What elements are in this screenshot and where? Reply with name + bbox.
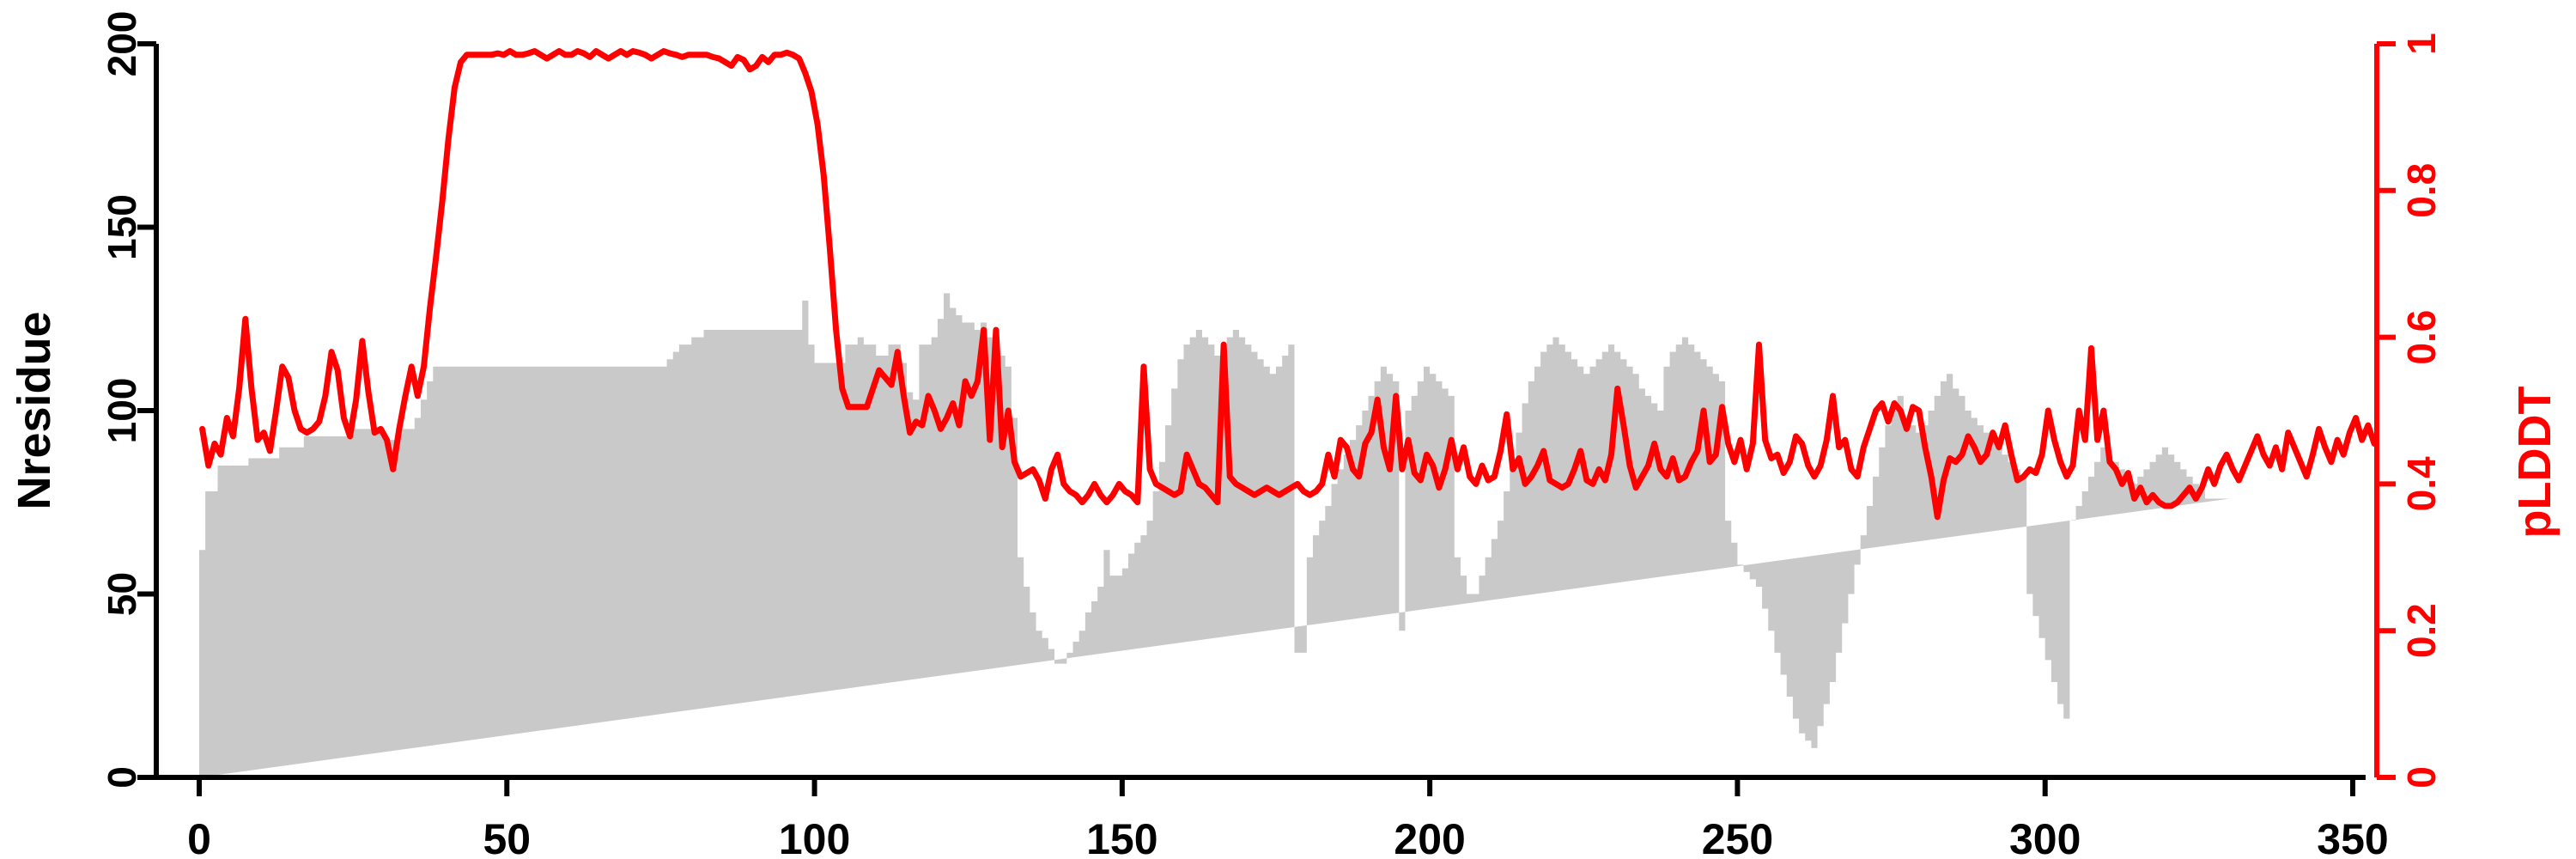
bottom-axis-tick-label: 150 [1086,815,1157,859]
right-axis-title: pLDDT [2509,387,2561,539]
right-axis-tick-label: 0.4 [2399,456,2444,511]
right-axis-tick-label: 0 [2399,766,2444,789]
bottom-axis-tick-label: 300 [2009,815,2081,859]
right-axis-tick-label: 0.6 [2399,310,2444,365]
left-axis-tick-label: 150 [100,194,144,260]
bottom-axis-tick-label: 350 [2317,815,2388,859]
left-axis-tick-label: 100 [100,378,144,444]
left-axis-tick-label: 200 [100,11,144,77]
bottom-axis-tick-label: 100 [779,815,850,859]
right-axis-tick-label: 1 [2399,33,2444,55]
bottom-axis-tick-label: 50 [483,815,531,859]
left-axis-tick-label: 0 [100,766,144,789]
line-series-plddt [199,48,2378,521]
left-axis-tick-label: 50 [100,572,144,616]
right-axis-tick-label: 0.2 [2399,603,2444,658]
bottom-axis-tick-label: 250 [1702,815,1773,859]
bar-series-nresidue [199,293,2230,777]
left-axis-title: Nresidue [9,311,60,509]
bottom-axis-tick-label: 0 [187,815,211,859]
nresidue-bars [199,293,2230,777]
plddt-line [199,48,2378,521]
right-axis-tick-label: 0.8 [2399,163,2444,218]
bottom-axis-tick-label: 200 [1394,815,1465,859]
axes-group: 0 50 100 150 200 Nresidue 0 50 100 150 200 250 300 35… [9,11,2561,859]
